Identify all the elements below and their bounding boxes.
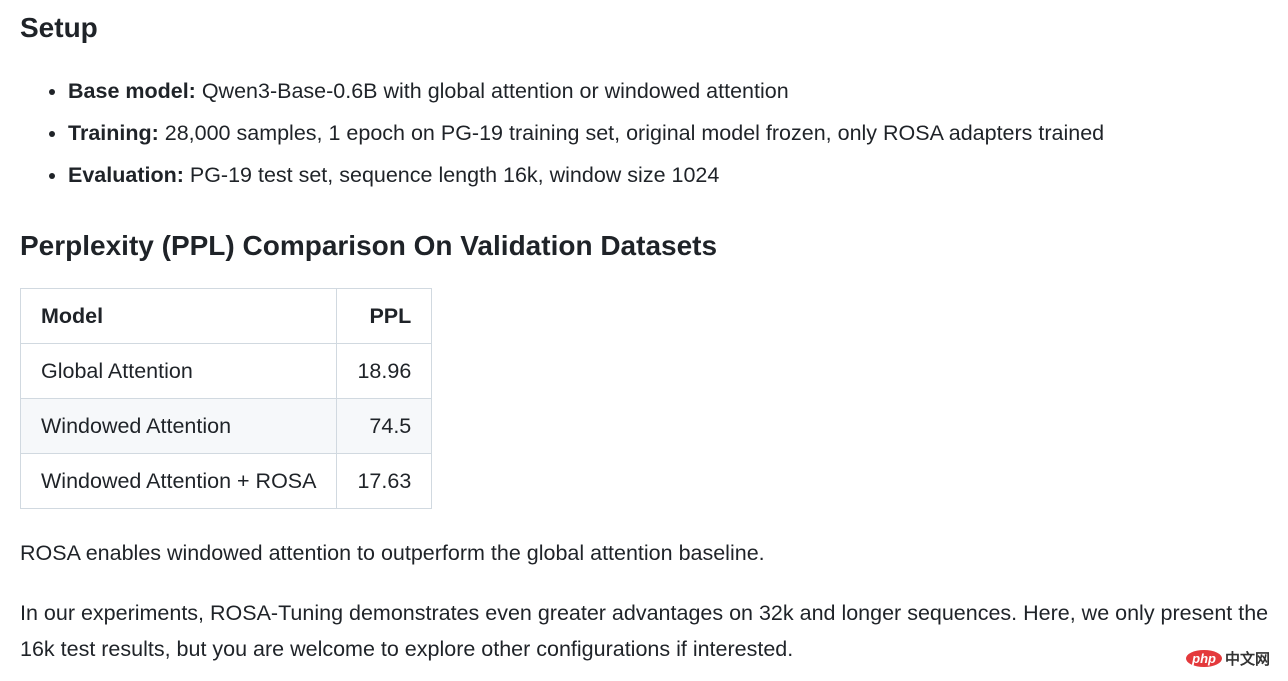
table-row: Global Attention 18.96 [19,343,433,399]
cell-ppl: 17.63 [336,453,433,509]
cell-model: Windowed Attention [19,398,338,454]
paragraph: ROSA enables windowed attention to outpe… [20,541,765,565]
cell-model: Windowed Attention + ROSA [19,453,338,509]
ppl-table: Model PPL Global Attention 18.96 Windowe… [19,288,433,509]
cell-model: Global Attention [19,343,338,399]
watermark-logo: php 中文网 [1186,648,1270,669]
header-model: Model [19,288,338,344]
table-row: Windowed Attention + ROSA 17.63 [19,453,433,509]
setup-heading: Setup [20,12,98,43]
setup-list: Base model: Qwen3-Base-0.6B with global … [20,72,1104,198]
ppl-heading: Perplexity (PPL) Comparison On Validatio… [20,230,718,261]
table-header-row: Model PPL [19,288,433,344]
paragraph: In our experiments, ROSA-Tuning demonstr… [20,601,1269,661]
table-row: Windowed Attention 74.5 [19,398,433,454]
list-item: Base model: Qwen3-Base-0.6B with global … [68,72,1104,114]
list-item: Evaluation: PG-19 test set, sequence len… [68,156,1104,198]
cell-ppl: 74.5 [336,398,433,454]
watermark-text: 中文网 [1224,651,1270,668]
list-item: Training: 28,000 samples, 1 epoch on PG-… [68,114,1104,156]
php-logo: php [1186,650,1222,667]
cell-ppl: 18.96 [336,343,433,399]
header-ppl: PPL [336,288,433,344]
